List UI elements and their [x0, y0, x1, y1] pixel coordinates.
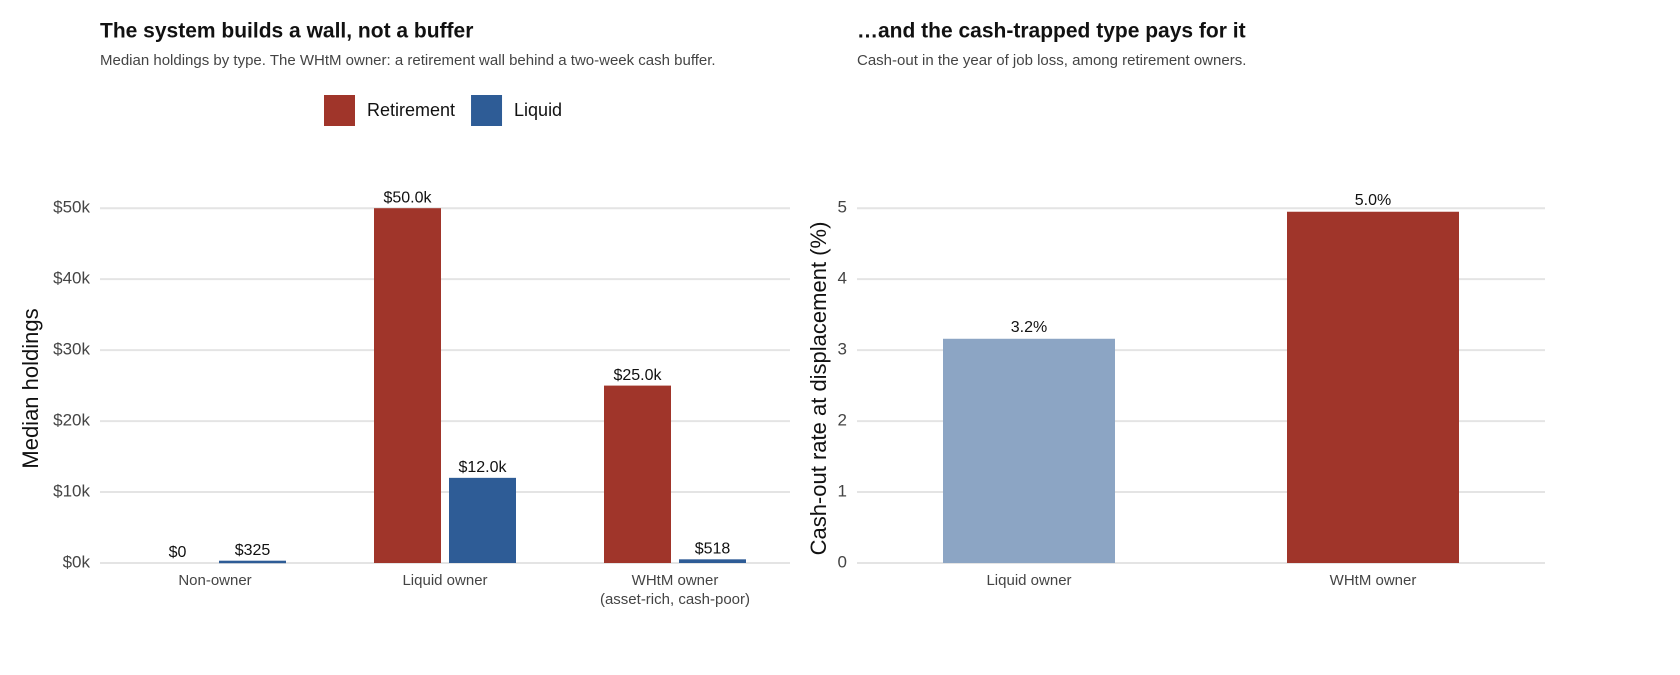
y-tick-label: $30k — [53, 340, 90, 359]
y-tick-label: $20k — [53, 411, 90, 430]
y-tick-label: 2 — [838, 411, 847, 430]
legend-label: Retirement — [367, 100, 455, 120]
y-tick-label: 5 — [838, 198, 847, 217]
value-label: $518 — [695, 541, 731, 558]
x-tick-label-line: (asset-rich, cash-poor) — [600, 591, 750, 608]
legend-label: Liquid — [514, 100, 562, 120]
bar — [604, 385, 671, 563]
value-label: $0 — [169, 544, 187, 561]
y-tick-label: 4 — [838, 269, 847, 288]
y-tick-label: $10k — [53, 482, 90, 501]
value-label: $50.0k — [383, 189, 432, 206]
y-axis-title: Median holdings — [18, 308, 43, 468]
x-tick-label: WHtM owner — [1330, 572, 1417, 589]
value-label: 3.2% — [1011, 319, 1047, 336]
bar — [679, 559, 746, 563]
value-label: $325 — [235, 542, 271, 559]
x-tick-label: Non-owner — [178, 572, 251, 589]
y-tick-label: $0k — [63, 552, 91, 571]
chart-subtitle: Median holdings by type. The WHtM owner:… — [100, 52, 716, 69]
y-tick-label: $50k — [53, 198, 90, 217]
y-tick-label: $40k — [53, 269, 90, 288]
chart-title: …and the cash-trapped type pays for it — [857, 20, 1246, 43]
x-tick-label: WHtM owner (asset-rich, cash-poor) — [600, 572, 750, 608]
legend-swatch — [471, 95, 503, 126]
y-tick-label: 3 — [838, 340, 847, 359]
x-tick-label: Liquid owner — [986, 572, 1071, 589]
chart-subtitle: Cash-out in the year of job loss, among … — [857, 52, 1246, 69]
x-tick-label-line: WHtM owner — [632, 572, 719, 589]
bar — [943, 338, 1115, 563]
bar — [219, 560, 286, 564]
y-tick-label: 1 — [838, 482, 847, 501]
y-axis-title: Cash-out rate at displacement (%) — [806, 222, 831, 556]
bar — [449, 477, 516, 563]
value-label: $12.0k — [458, 459, 507, 476]
bar — [1287, 211, 1459, 563]
bar — [374, 208, 441, 563]
value-label: $25.0k — [613, 367, 662, 384]
value-label: 5.0% — [1355, 192, 1391, 209]
y-tick-label: 0 — [838, 552, 847, 571]
chart-title: The system builds a wall, not a buffer — [100, 20, 473, 43]
legend-swatch — [324, 95, 355, 126]
x-tick-label: Liquid owner — [402, 572, 487, 589]
